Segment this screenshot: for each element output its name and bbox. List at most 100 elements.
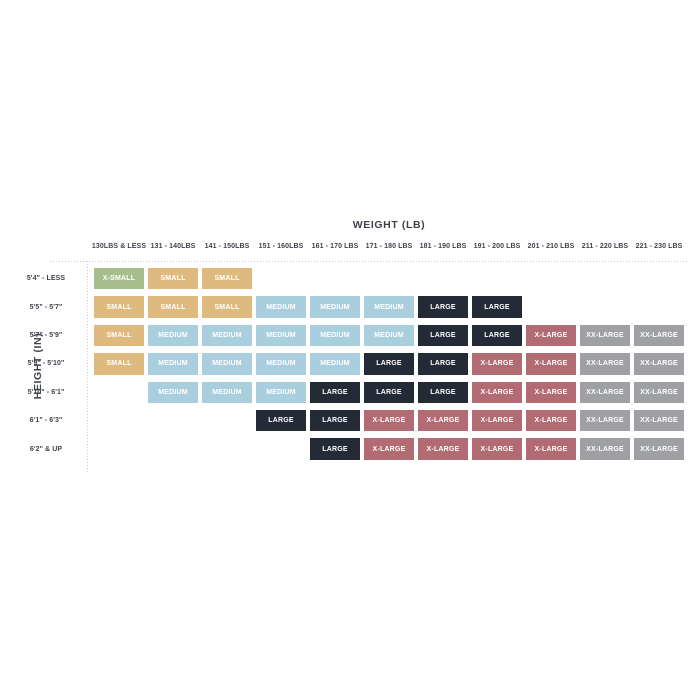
size-cell: MEDIUM (148, 381, 198, 403)
size-cell: MEDIUM (256, 296, 306, 318)
size-cell: LARGE (418, 381, 468, 403)
weight-column-header: 151 - 160LBS (258, 242, 304, 250)
size-cell: XX-LARGE (580, 409, 630, 432)
empty-cell (580, 296, 630, 317)
size-cell: XX-LARGE (580, 353, 630, 375)
weight-column-header: 201 - 210 LBS (527, 242, 575, 250)
empty-cell (526, 296, 576, 317)
size-cell: MEDIUM (202, 381, 252, 403)
size-cell: XX-LARGE (580, 381, 630, 403)
height-row-label: 5'9" - 5'10" (27, 360, 65, 368)
weight-column-header: 181 - 190 LBS (419, 242, 467, 250)
size-cell: SMALL (94, 296, 144, 318)
size-cell: XX-LARGE (634, 353, 684, 375)
size-cell: SMALL (148, 296, 198, 318)
size-cell: XX-LARGE (580, 438, 630, 460)
size-cell: SMALL (202, 268, 252, 290)
size-cell: MEDIUM (310, 353, 360, 375)
height-row-label: 5'4" - LESS (26, 275, 66, 283)
size-cell: LARGE (256, 409, 306, 432)
size-cell: MEDIUM (148, 353, 198, 375)
size-cell: MEDIUM (310, 324, 360, 347)
weight-column-header: 130LBS & LESS (91, 242, 147, 250)
empty-cell (634, 296, 684, 317)
height-row-label: 5'7" - 5'9" (29, 331, 63, 339)
size-cell: LARGE (364, 381, 414, 403)
size-cell: MEDIUM (202, 324, 252, 347)
size-cell: XX-LARGE (634, 409, 684, 432)
size-cell: SMALL (94, 353, 144, 375)
empty-cell (256, 268, 306, 289)
size-cell: XX-LARGE (580, 324, 630, 347)
size-cell: X-LARGE (526, 353, 576, 375)
empty-cell (202, 438, 252, 459)
empty-cell (256, 438, 306, 459)
size-cell: LARGE (310, 438, 360, 460)
size-cell: X-LARGE (364, 438, 414, 460)
height-row-labels: 5'4" - LESS 5'5" - 5'7" 5'7" - 5'9" 5'9" - … (4, 268, 88, 460)
empty-cell (526, 268, 576, 289)
size-cell: SMALL (148, 268, 198, 290)
empty-cell (148, 438, 198, 459)
size-cell: SMALL (202, 296, 252, 318)
weight-column-header: 221 - 230 LBS (635, 242, 683, 250)
size-cell: LARGE (418, 296, 468, 318)
weight-axis-title: WEIGHT (LB) (352, 219, 426, 231)
height-row-label: 6'1" - 6'3" (29, 417, 63, 425)
size-cell: MEDIUM (256, 353, 306, 375)
empty-cell (472, 268, 522, 289)
size-cell: X-SMALL (94, 268, 144, 290)
size-cell: MEDIUM (148, 324, 198, 347)
empty-cell (418, 268, 468, 289)
size-cell: X-LARGE (472, 353, 522, 375)
size-cell: X-LARGE (526, 324, 576, 347)
size-cell: LARGE (310, 409, 360, 432)
empty-cell (202, 410, 252, 431)
empty-cell (634, 268, 684, 289)
size-cell: XX-LARGE (634, 381, 684, 403)
size-cell: LARGE (472, 324, 522, 347)
size-cell: MEDIUM (364, 296, 414, 318)
weight-column-header: 131 - 140LBS (150, 242, 196, 250)
empty-cell (580, 268, 630, 289)
size-cell: MEDIUM (256, 381, 306, 403)
empty-cell (148, 410, 198, 431)
size-cell: X-LARGE (472, 409, 522, 432)
size-cell: X-LARGE (526, 381, 576, 403)
size-cell: LARGE (418, 324, 468, 347)
empty-cell (94, 438, 144, 459)
weight-column-header: 191 - 200 LBS (473, 242, 521, 250)
size-cell-grid: X-SMALL SMALL SMALL SMALL SMALL SMALL MEDIUM ME… (94, 268, 684, 460)
size-cell: LARGE (310, 381, 360, 403)
size-cell: X-LARGE (472, 438, 522, 460)
size-cell: MEDIUM (364, 324, 414, 347)
empty-cell (364, 268, 414, 289)
weight-axis-line (50, 261, 688, 262)
size-cell: MEDIUM (202, 353, 252, 375)
weight-column-headers: 130LBS & LESS 131 - 140LBS 141 - 150LBS 151… (91, 239, 684, 253)
size-cell: LARGE (472, 296, 522, 318)
size-cell: X-LARGE (472, 381, 522, 403)
size-cell: LARGE (364, 353, 414, 375)
weight-column-header: 141 - 150LBS (204, 242, 250, 250)
size-cell: XX-LARGE (634, 324, 684, 347)
weight-column-header: 161 - 170 LBS (311, 242, 359, 250)
size-cell: X-LARGE (364, 409, 414, 432)
size-cell: SMALL (94, 324, 144, 347)
height-row-label: 5'5" - 5'7" (29, 303, 63, 311)
size-cell: X-LARGE (526, 438, 576, 460)
size-cell: X-LARGE (418, 409, 468, 432)
size-cell: MEDIUM (310, 296, 360, 318)
height-row-label: 5'10" - 6'1" (27, 388, 65, 396)
size-cell: XX-LARGE (634, 438, 684, 460)
size-cell: X-LARGE (526, 409, 576, 432)
size-cell: MEDIUM (256, 324, 306, 347)
weight-column-header: 171 - 180 LBS (365, 242, 413, 250)
empty-cell (94, 382, 144, 403)
size-cell: X-LARGE (418, 438, 468, 460)
empty-cell (310, 268, 360, 289)
weight-column-header: 211 - 220 LBS (581, 242, 629, 250)
height-axis-line (87, 261, 88, 473)
empty-cell (94, 410, 144, 431)
